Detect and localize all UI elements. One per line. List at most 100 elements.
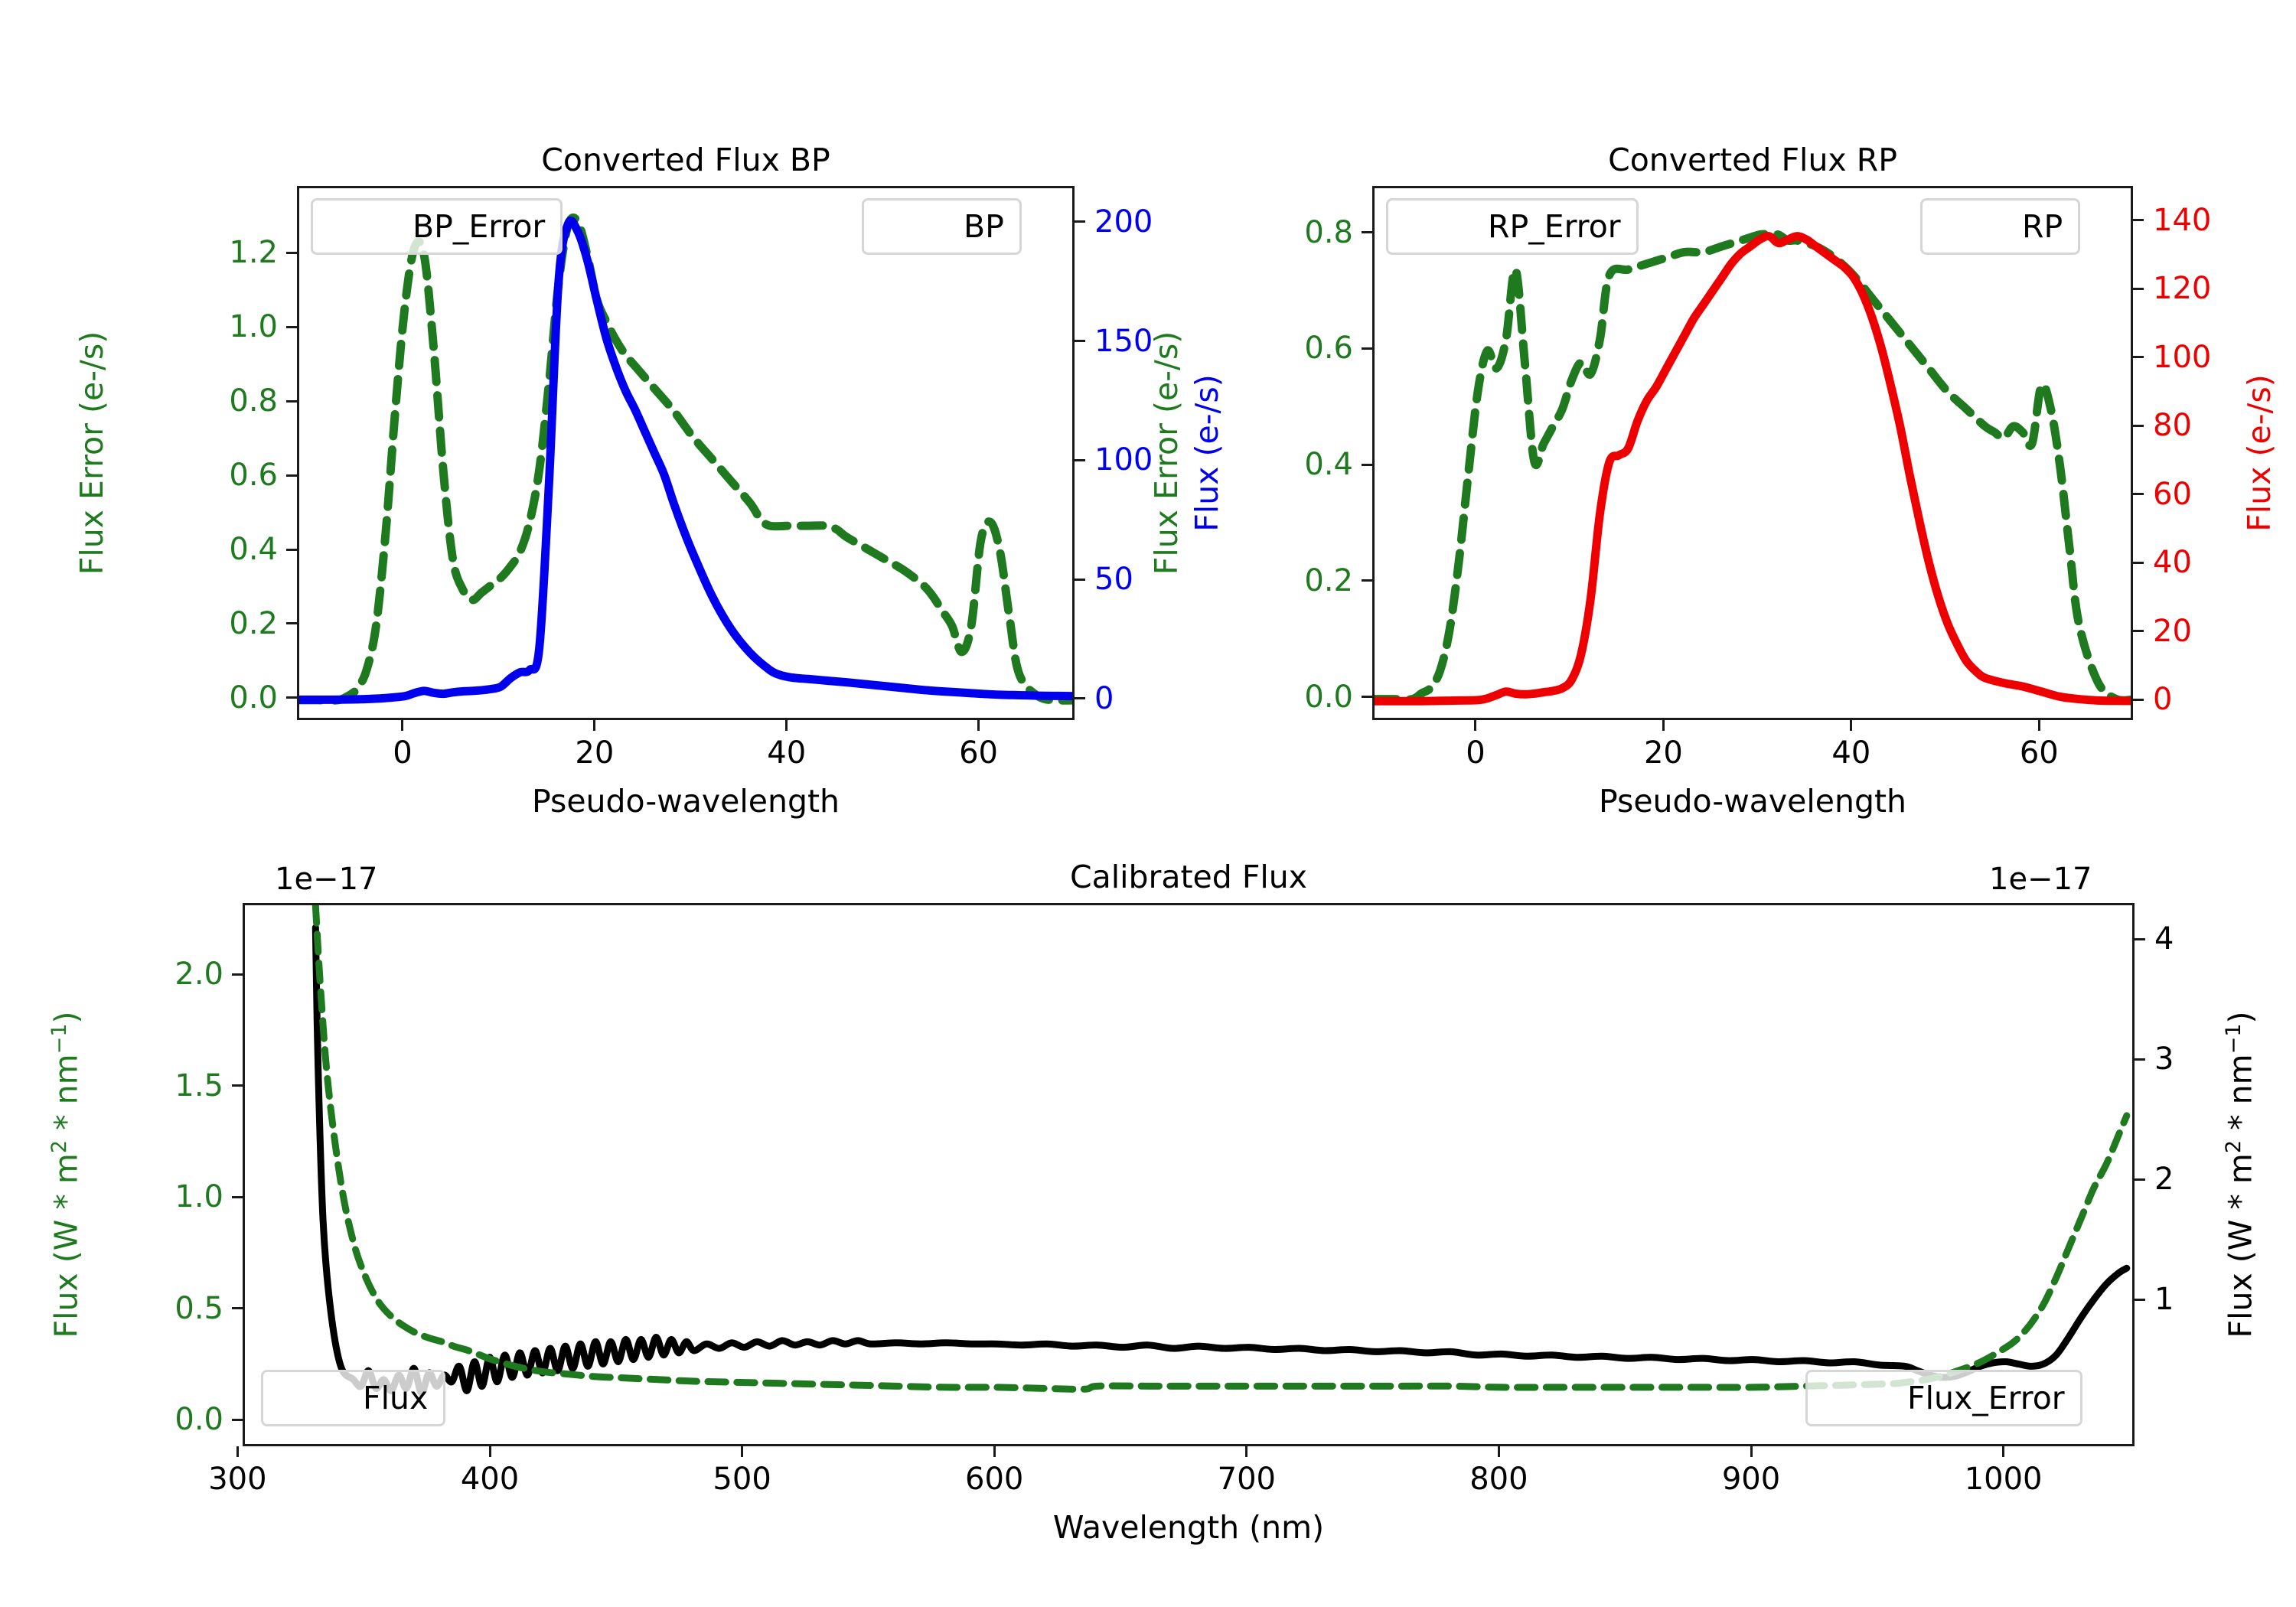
rp-y-right-tick-label: 40 bbox=[2153, 545, 2192, 581]
rp-x-tick-label: 60 bbox=[2019, 735, 2059, 771]
rp-plot-svg bbox=[1375, 230, 2131, 706]
calibrated-series-flux bbox=[311, 924, 2131, 1397]
rp-y-left-tickmark bbox=[1362, 696, 1372, 699]
calibrated-y-left-tickmark bbox=[232, 1307, 243, 1310]
bp-panel-title: Converted Flux BP bbox=[541, 142, 830, 178]
bp-y-left-tick-label: 1.0 bbox=[229, 309, 278, 345]
bp-y-left-tick-label: 0.2 bbox=[229, 605, 278, 641]
rp-y-left-tickmark bbox=[1362, 231, 1372, 234]
bp-y-left-tickmark bbox=[286, 251, 297, 254]
rp-y-left-tick-label: 0.2 bbox=[1304, 562, 1353, 598]
bp-y-left-tick-label: 0.4 bbox=[229, 532, 278, 568]
calibrated-y-axis-label-right: Flux (W * m2 * nm−1) bbox=[2222, 1011, 2259, 1338]
bp-x-tickmark bbox=[593, 720, 596, 731]
rp-y-right-tick-label: 100 bbox=[2153, 339, 2212, 375]
calibrated-y-left-tickmark bbox=[232, 1195, 243, 1198]
rp-x-tickmark bbox=[2037, 720, 2040, 731]
rp-legend-rp[interactable]: RP bbox=[1920, 198, 2081, 255]
bp-y-axis-label-left: Flux Error (e-/s) bbox=[73, 331, 110, 575]
rp-y-right-tick-label: 80 bbox=[2153, 408, 2192, 444]
calibrated-x-tickmark bbox=[993, 1446, 996, 1457]
calibrated-x-tick-label: 1000 bbox=[1964, 1462, 2043, 1497]
rp-x-tickmark bbox=[1474, 720, 1477, 731]
calibrated-y-right-tickmark bbox=[2135, 1298, 2145, 1301]
bp-x-tick-label: 40 bbox=[767, 735, 807, 771]
calibrated-legend-flux-label: Flux bbox=[363, 1380, 429, 1416]
rp-y-right-tickmark bbox=[2133, 356, 2144, 359]
rp-y-right-tickmark bbox=[2133, 561, 2144, 564]
rp-y-right-tickmark bbox=[2133, 698, 2144, 701]
rp-y-right-tickmark bbox=[2133, 424, 2144, 427]
rp-y-right-tick-label: 0 bbox=[2153, 682, 2173, 718]
calibrated-y-right-tick-label: 4 bbox=[2154, 921, 2174, 957]
calibrated-x-tickmark bbox=[1750, 1446, 1753, 1457]
calibrated-legend-flux-error[interactable]: Flux_Error bbox=[1805, 1370, 2082, 1426]
calibrated-x-tickmark bbox=[2002, 1446, 2005, 1457]
rp-legend-error-label: RP_Error bbox=[1488, 208, 1621, 245]
rp-axes-frame bbox=[1372, 186, 2133, 720]
bp-y-left-tick-label: 0.6 bbox=[229, 458, 278, 494]
calibrated-y-left-tick-label: 1.0 bbox=[174, 1179, 223, 1215]
calibrated-x-tickmark bbox=[741, 1446, 744, 1457]
bp-x-tick-label: 60 bbox=[959, 735, 999, 771]
bp-y-left-tickmark bbox=[286, 474, 297, 477]
bp-x-tickmark bbox=[785, 720, 788, 731]
calibrated-x-tick-label: 400 bbox=[460, 1462, 520, 1497]
calibrated-y-right-tick-label: 1 bbox=[2154, 1282, 2174, 1318]
rp-y-right-tick-label: 120 bbox=[2153, 271, 2212, 307]
rp-panel-title: Converted Flux RP bbox=[1608, 142, 1897, 178]
bp-y-left-tick-label: 0.0 bbox=[229, 680, 278, 715]
bp-plot-svg bbox=[299, 214, 1072, 705]
bp-y-right-tickmark bbox=[1075, 578, 1085, 581]
calibrated-axes-frame bbox=[243, 903, 2135, 1446]
calibrated-panel-title: Calibrated Flux bbox=[1069, 859, 1308, 895]
rp-y-left-tick-label: 0.8 bbox=[1304, 214, 1353, 250]
rp-legend-error[interactable]: RP_Error bbox=[1386, 198, 1639, 255]
rp-series-rp bbox=[1375, 232, 2131, 706]
calibrated-y-left-tick-label: 0.0 bbox=[174, 1402, 223, 1438]
calibrated-x-tickmark bbox=[1497, 1446, 1500, 1457]
calibrated-right-axis-offset: 1e−17 bbox=[1989, 862, 2092, 897]
calibrated-x-tick-label: 800 bbox=[1469, 1462, 1528, 1497]
calibrated-x-tickmark bbox=[488, 1446, 491, 1457]
calibrated-plot-svg bbox=[311, 905, 2131, 1397]
rp-y-left-tickmark bbox=[1362, 579, 1372, 582]
bp-y-left-tickmark bbox=[286, 622, 297, 625]
rp-y-left-tick-label: 0.4 bbox=[1304, 447, 1353, 483]
calibrated-y-left-tick-label: 0.5 bbox=[174, 1290, 223, 1326]
bp-series-bp_error bbox=[299, 214, 1072, 705]
bp-legend-bp-label: BP bbox=[964, 208, 1004, 245]
calibrated-y-right-tick-label: 2 bbox=[2154, 1162, 2174, 1198]
calibrated-legend-flux[interactable]: Flux bbox=[261, 1370, 446, 1426]
calibrated-x-tick-label: 900 bbox=[1721, 1462, 1781, 1497]
calibrated-left-axis-offset: 1e−17 bbox=[275, 862, 378, 897]
bp-y-right-tick-label: 50 bbox=[1094, 562, 1133, 598]
rp-y-left-tick-label: 0.6 bbox=[1304, 331, 1353, 367]
rp-x-tickmark bbox=[1850, 720, 1853, 731]
bp-x-tickmark bbox=[401, 720, 404, 731]
rp-x-tick-label: 40 bbox=[1831, 735, 1871, 771]
bp-x-tick-label: 0 bbox=[393, 735, 413, 771]
bp-y-left-tickmark bbox=[286, 399, 297, 403]
rp-x-axis-label: Pseudo-wavelength bbox=[1598, 783, 1907, 820]
calibrated-y-right-tickmark bbox=[2135, 1178, 2145, 1181]
calibrated-y-left-tickmark bbox=[232, 973, 243, 976]
rp-legend-rp-label: RP bbox=[2022, 208, 2063, 245]
bp-legend-bp[interactable]: BP bbox=[862, 198, 1022, 255]
calibrated-y-right-tickmark bbox=[2135, 937, 2145, 940]
bp-legend-error[interactable]: BP_Error bbox=[311, 198, 563, 255]
rp-x-tick-label: 20 bbox=[1643, 735, 1683, 771]
calibrated-y-right-tick-label: 3 bbox=[2154, 1041, 2174, 1077]
bp-y-right-tickmark bbox=[1075, 220, 1085, 223]
calibrated-x-axis-label: Wavelength (nm) bbox=[1052, 1509, 1325, 1546]
bp-y-right-tickmark bbox=[1075, 458, 1085, 461]
bp-y-right-tick-label: 0 bbox=[1094, 680, 1114, 716]
calibrated-x-tick-label: 600 bbox=[965, 1462, 1024, 1497]
rp-y-right-tickmark bbox=[2133, 287, 2144, 290]
rp-y-left-tickmark bbox=[1362, 347, 1372, 350]
bp-y-right-tick-label: 200 bbox=[1094, 204, 1153, 240]
rp-y-axis-label-right: Flux (e-/s) bbox=[2241, 374, 2278, 532]
bp-y-right-tickmark bbox=[1075, 340, 1085, 343]
bp-axes-frame bbox=[297, 186, 1075, 720]
bp-y-left-tick-label: 1.2 bbox=[229, 235, 278, 271]
